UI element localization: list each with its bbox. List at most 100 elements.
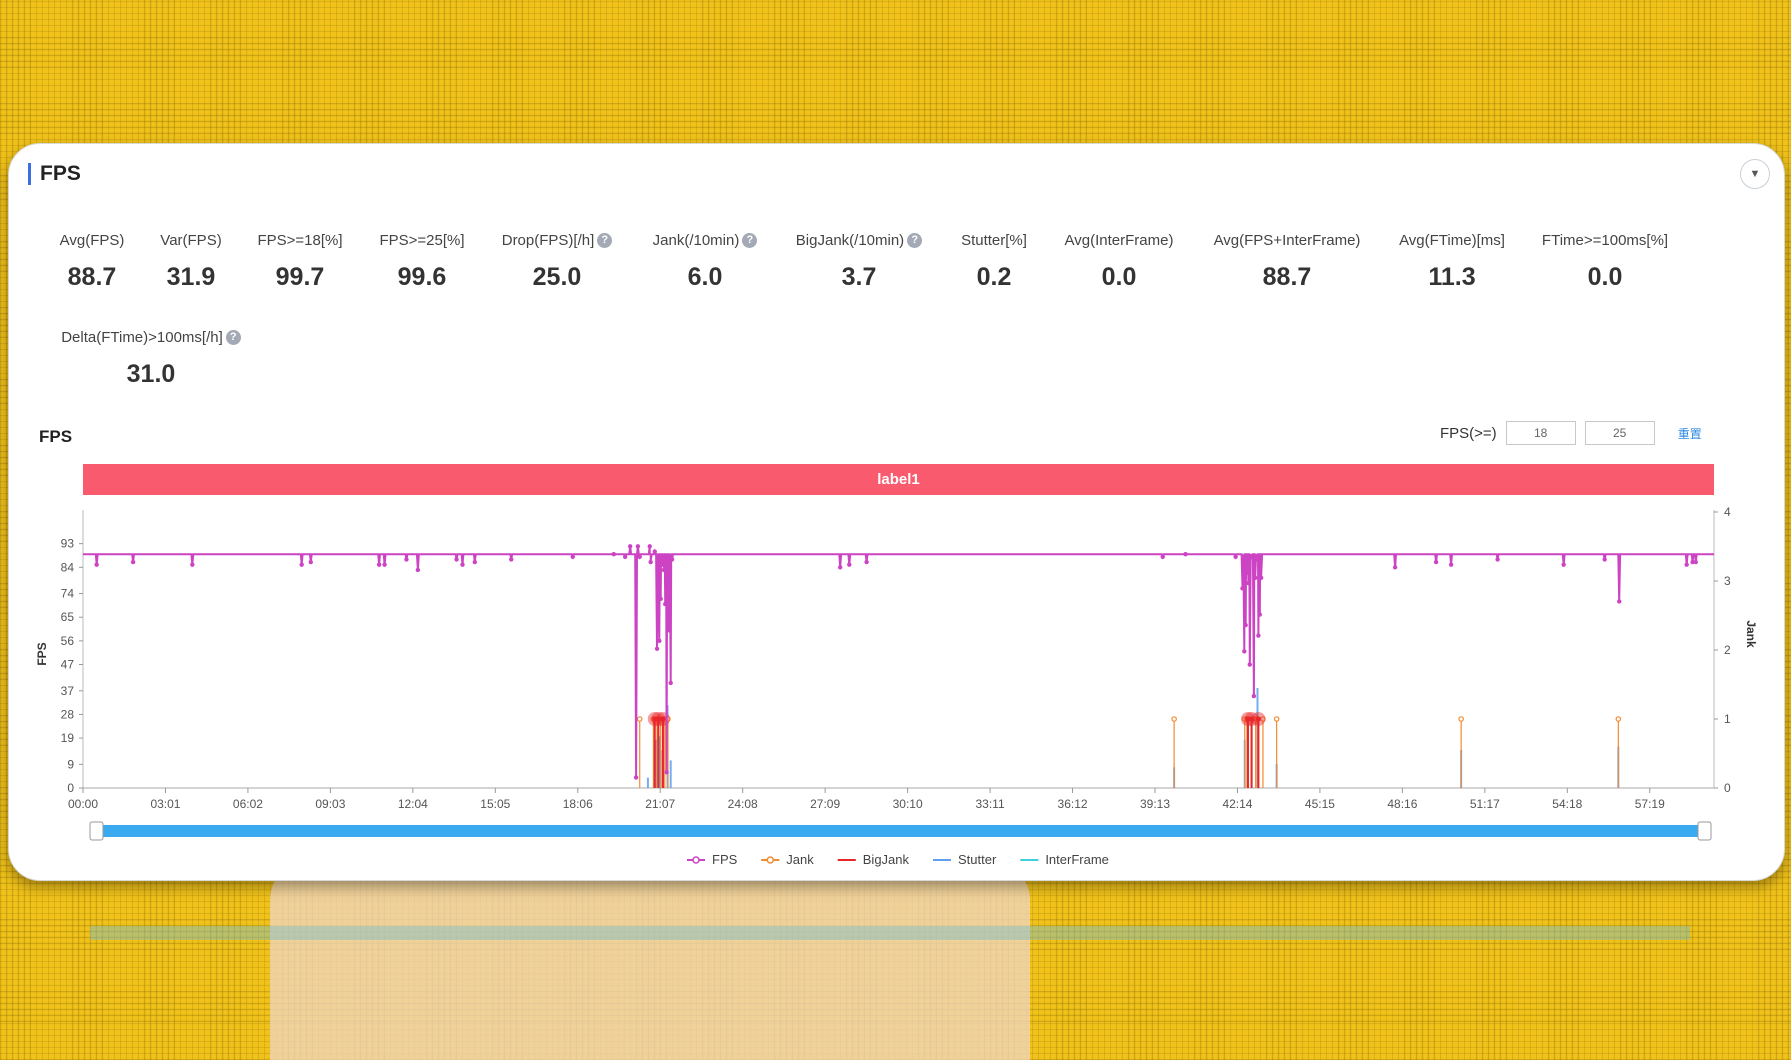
fps-point <box>1243 622 1248 628</box>
metric-label-text: Avg(FTime)[ms] <box>1399 232 1505 249</box>
metric-1: Var(FPS) 31.9 <box>81 232 301 292</box>
help-icon[interactable]: ? <box>597 233 613 248</box>
metric-7: Stutter[%] 0.2 <box>884 232 1104 292</box>
y2-tick-label: 1 <box>1724 712 1731 726</box>
fps-point <box>657 638 662 644</box>
x-tick-label: 36:12 <box>1058 797 1088 811</box>
legend-marker <box>692 856 700 864</box>
y-tick-label: 47 <box>61 658 75 672</box>
fps-point <box>648 559 653 565</box>
reset-link[interactable]: 重置 <box>1677 426 1702 441</box>
metric-label: Delta(FTime)>100ms[/h]? <box>41 329 261 346</box>
metric-label: Var(FPS) <box>81 232 301 249</box>
fps-point <box>1392 565 1398 570</box>
fps-point <box>1684 562 1689 567</box>
y-tick-label: 93 <box>61 537 75 551</box>
collapse-button[interactable]: ▼ <box>1740 159 1770 189</box>
fps-point <box>1247 662 1252 667</box>
fps-point <box>666 628 672 633</box>
x-tick-label: 24:08 <box>728 797 758 811</box>
fps-point <box>382 562 387 567</box>
fps-point <box>94 562 99 567</box>
x-tick-label: 54:18 <box>1552 797 1582 811</box>
fps-point <box>570 554 575 559</box>
fps-threshold-controls: FPS(>=) 重置 <box>1440 421 1702 445</box>
fps-point <box>130 559 136 565</box>
metric-value: 88.7 <box>67 263 117 291</box>
fps-point <box>454 557 459 562</box>
label-band[interactable]: label1 <box>83 464 1714 495</box>
fps-point <box>668 680 673 686</box>
y-tick-label: 74 <box>61 587 75 601</box>
zoom-handle-right <box>1697 821 1712 841</box>
help-icon[interactable]: ? <box>907 233 923 248</box>
y-tick-label: 19 <box>61 731 75 745</box>
chevron-down-icon: ▼ <box>1749 168 1761 180</box>
metric-value: 31.0 <box>126 360 176 388</box>
metric-value: 99.7 <box>275 263 325 291</box>
metric-label-text: Delta(FTime)>100ms[/h] <box>61 329 223 346</box>
metric-value: 6.0 <box>687 263 723 291</box>
bigjank-point <box>655 716 661 722</box>
help-icon[interactable]: ? <box>742 233 758 248</box>
metric-label: FPS>=25[%] <box>312 232 532 249</box>
fps-point <box>1242 649 1247 654</box>
fps-threshold-input-2[interactable] <box>1584 421 1655 445</box>
fps-point <box>1693 559 1698 565</box>
fps-point <box>1495 557 1500 562</box>
fps-point <box>1602 557 1607 562</box>
x-tick-label: 06:02 <box>233 797 263 811</box>
metric-0: Avg(FPS) 88.7 <box>9 232 202 292</box>
y2-tick-label: 2 <box>1724 643 1731 657</box>
metric-label: Jank(/10min)? <box>595 232 815 249</box>
metric-label-text: FPS>=25[%] <box>379 232 465 249</box>
metric-3: FPS>=25[%] 99.6 <box>312 232 532 292</box>
metric-value: 11.3 <box>1428 263 1476 291</box>
metric-6: BigJank(/10min)? 3.7 <box>749 232 969 292</box>
x-tick-label: 18:06 <box>563 797 593 811</box>
fps-point <box>1244 570 1250 575</box>
fps-point <box>1561 562 1566 567</box>
y2-axis-title: Jank <box>1744 620 1758 648</box>
fps-point <box>404 557 409 562</box>
y2-tick-label: 3 <box>1724 574 1731 588</box>
jank-point <box>1273 716 1280 722</box>
jank-point <box>636 716 643 722</box>
x-tick-label: 33:11 <box>976 797 1005 811</box>
fps-point <box>654 646 660 651</box>
fps-point <box>299 562 304 567</box>
fps-chart: 0 9 19 28 37 47 56 65 74 84 93 0 1 2 3 4 FPS Jank 00:00 03:… <box>35 505 1758 867</box>
metric-label: Avg(FPS) <box>9 232 202 249</box>
y-tick-label: 37 <box>61 684 75 698</box>
fps-point <box>190 562 195 567</box>
bigjank-point <box>652 716 658 722</box>
fps-point <box>1183 551 1188 557</box>
fps-line <box>83 546 1714 778</box>
metric-value: 0.2 <box>976 263 1012 291</box>
y-tick-label: 84 <box>61 560 75 574</box>
legend-label-jank: Jank <box>786 852 814 867</box>
fps-point <box>472 559 478 565</box>
jank-point <box>1171 716 1177 722</box>
legend-label-stutter: Stutter <box>958 852 997 867</box>
fps-threshold-input-1[interactable] <box>1505 421 1576 445</box>
metric-8: Avg(InterFrame) 0.0 <box>1009 232 1229 292</box>
metric-label-text: Avg(FPS+InterFrame) <box>1213 232 1361 249</box>
fps-point <box>652 549 657 554</box>
fps-point <box>509 557 514 562</box>
fps-point <box>837 565 843 570</box>
metric-12: Delta(FTime)>100ms[/h]? 31.0 <box>41 329 261 389</box>
fps-point <box>1240 586 1245 591</box>
x-tick-label: 42:14 <box>1222 797 1252 811</box>
x-tick-label: 39:13 <box>1140 797 1170 811</box>
bigjank-point <box>1245 716 1251 722</box>
fps-point <box>1246 580 1251 586</box>
fps-point <box>1433 559 1439 565</box>
metric-label: Stutter[%] <box>884 232 1104 249</box>
metric-label: FTime>=100ms[%] <box>1495 232 1715 249</box>
y-axis-title: FPS <box>35 642 49 665</box>
fps-point <box>1249 554 1254 559</box>
help-icon[interactable]: ? <box>225 330 241 345</box>
y-tick-label: 9 <box>67 757 74 771</box>
y-tick-label: 56 <box>61 634 75 648</box>
